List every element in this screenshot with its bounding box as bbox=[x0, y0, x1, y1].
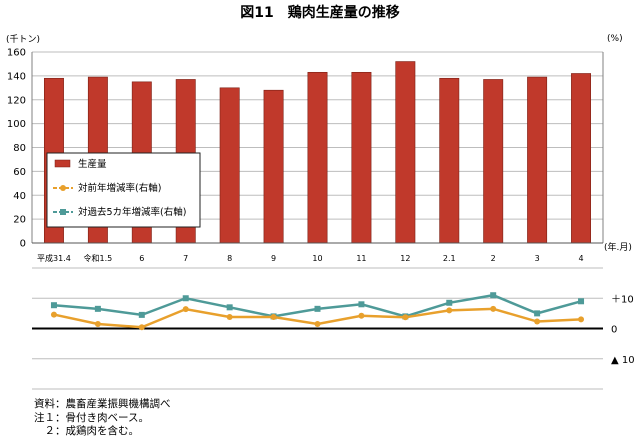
y-tick-label: 0 bbox=[20, 239, 26, 250]
marker-yoy bbox=[226, 314, 233, 321]
right-y-tick-label: 0 bbox=[611, 325, 617, 336]
marker-yoy bbox=[402, 314, 409, 321]
x-tick-label: 11 bbox=[356, 254, 366, 263]
marker-five-year bbox=[446, 299, 453, 306]
bar bbox=[219, 87, 240, 244]
chart-title: 図11 鶏肉生産量の推移 bbox=[240, 5, 400, 21]
marker-yoy bbox=[314, 320, 321, 327]
right-y-tick-label: ＋10 bbox=[611, 294, 634, 305]
x-tick-label: 6 bbox=[139, 254, 144, 263]
bar bbox=[527, 76, 548, 244]
legend-label-yoy: 対前年増減率(右軸) bbox=[78, 182, 161, 194]
bar bbox=[395, 61, 416, 244]
legend-box bbox=[46, 152, 201, 228]
marker-yoy bbox=[490, 305, 497, 312]
x-tick-label: 4 bbox=[578, 254, 583, 263]
y-tick-label: 160 bbox=[7, 48, 26, 59]
x-tick-label: 平成31.4 bbox=[37, 253, 71, 263]
x-tick-label: 令和1.5 bbox=[84, 253, 113, 263]
marker-yoy bbox=[182, 306, 189, 313]
marker-five-year bbox=[226, 304, 233, 311]
x-axis-unit: (年.月) bbox=[604, 243, 632, 253]
y-tick-label: 20 bbox=[13, 215, 26, 226]
marker-five-year bbox=[534, 310, 541, 317]
x-tick-label: 3 bbox=[535, 254, 540, 263]
x-tick-label: 2.1 bbox=[443, 254, 456, 263]
x-tick-label: 12 bbox=[400, 254, 410, 263]
marker-five-year bbox=[490, 292, 497, 299]
marker-five-year bbox=[314, 305, 321, 312]
legend-label-five-year: 対過去5カ年増減率(右軸) bbox=[78, 206, 186, 218]
legend-marker-yoy bbox=[60, 185, 66, 191]
marker-yoy bbox=[94, 320, 101, 327]
legend-label-production: 生産量 bbox=[78, 158, 107, 170]
legend-swatch-bar bbox=[54, 159, 71, 168]
x-tick-label: 7 bbox=[183, 254, 188, 263]
x-tick-label: 8 bbox=[227, 254, 232, 263]
marker-yoy bbox=[578, 316, 585, 323]
x-tick-label: 2 bbox=[491, 254, 496, 263]
y-tick-label: 140 bbox=[7, 71, 26, 82]
notes: 資料：農畜産業振興機構調べ 注１：骨付き肉ベース。 ２：成鶏肉を含む。 bbox=[34, 398, 171, 439]
bar bbox=[483, 79, 504, 244]
source-note: 資料：農畜産業振興機構調べ bbox=[34, 398, 171, 410]
y-tick-label: 60 bbox=[13, 167, 26, 178]
marker-yoy bbox=[534, 318, 541, 325]
x-tick-label: 10 bbox=[312, 254, 322, 263]
right-axis-unit: (%) bbox=[607, 34, 623, 44]
marker-five-year bbox=[358, 301, 365, 308]
left-axis-unit: (千トン) bbox=[6, 35, 41, 45]
x-tick-label: 9 bbox=[271, 254, 276, 263]
marker-five-year bbox=[182, 295, 189, 302]
marker-yoy bbox=[358, 312, 365, 319]
note-2: ２：成鶏肉を含む。 bbox=[34, 425, 139, 437]
y-tick-label: 120 bbox=[7, 95, 26, 106]
note-1: 注１：骨付き肉ベース。 bbox=[34, 411, 149, 424]
bar bbox=[307, 71, 328, 244]
marker-five-year bbox=[578, 298, 585, 305]
bar bbox=[571, 73, 592, 244]
marker-five-year bbox=[94, 305, 101, 312]
y-tick-label: 40 bbox=[13, 191, 26, 202]
y-tick-label: 100 bbox=[7, 119, 26, 130]
marker-yoy bbox=[446, 307, 453, 314]
marker-yoy bbox=[138, 324, 145, 331]
marker-five-year bbox=[138, 311, 145, 318]
bar bbox=[263, 89, 284, 244]
bar bbox=[351, 71, 372, 244]
y-tick-label: 80 bbox=[13, 143, 26, 154]
legend-marker-five-year bbox=[60, 209, 66, 215]
marker-yoy bbox=[50, 311, 57, 318]
bar bbox=[439, 77, 460, 244]
marker-five-year bbox=[50, 302, 57, 309]
right-y-tick-label: ▲ 10 bbox=[611, 355, 635, 366]
marker-yoy bbox=[270, 314, 277, 321]
